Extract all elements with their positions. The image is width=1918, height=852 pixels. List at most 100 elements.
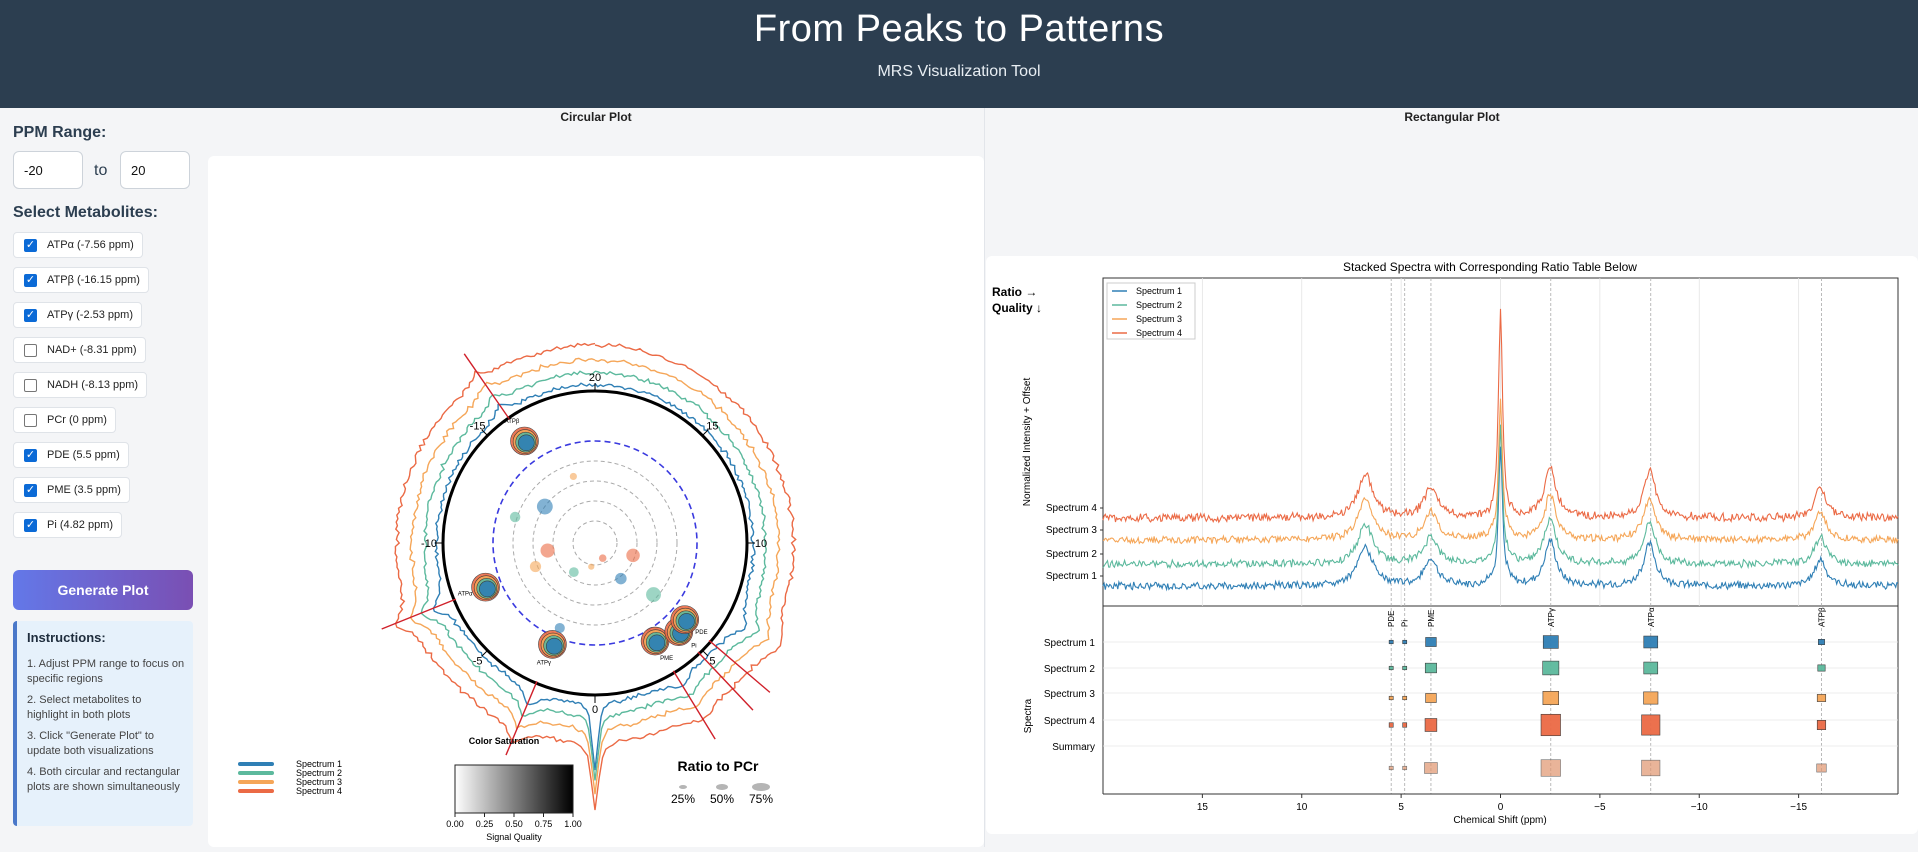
colorbar-tick-label: 0.25 [476, 819, 494, 829]
ratio-cell [1643, 691, 1659, 705]
ratio-cell [1388, 695, 1394, 701]
ratio-cell [1641, 714, 1661, 736]
checkbox[interactable] [24, 518, 37, 532]
spectrum-rings [394, 342, 797, 811]
size-legend-label: 75% [749, 792, 773, 806]
metabolite-label: Pi [691, 644, 696, 650]
x-tick-label: 0 [1498, 802, 1504, 813]
ratio-cell [1402, 665, 1408, 671]
ratio-cell [1817, 664, 1826, 672]
metabolite-label: Pi (4.82 ppm) [47, 519, 114, 531]
metabolite-line [381, 598, 457, 630]
reference-circle [492, 440, 698, 646]
row-label: Spectrum 2 [1044, 664, 1096, 675]
inner-ratio-dot [509, 511, 521, 523]
metabolite-ratio-bubble [648, 634, 666, 652]
tick-label: -15 [470, 421, 486, 433]
spectra-legend: Spectrum 1 Spectrum 2 Spectrum 3 Spectru… [1106, 282, 1196, 340]
legend-box [1106, 282, 1196, 340]
metabolite-option-atpb[interactable]: ATPβ (-16.15 ppm) [13, 267, 149, 293]
metabolite-option-pi[interactable]: Pi (4.82 ppm) [13, 512, 123, 538]
metabolite-option-pde[interactable]: PDE (5.5 ppm) [13, 442, 129, 468]
ratio-cell [1388, 639, 1394, 645]
select-metabolites-label: Select Metabolites: [13, 204, 158, 221]
colorbar-label: Signal Quality [486, 832, 542, 842]
metabolite-label: PCr (0 ppm) [47, 414, 107, 426]
checkbox[interactable] [24, 413, 37, 427]
ppm-max-input[interactable] [120, 151, 190, 189]
ratio-cell [1542, 691, 1559, 705]
spectra-lines [1102, 308, 1899, 592]
metabolite-option-atpa[interactable]: ATPα (-7.56 ppm) [13, 232, 143, 258]
metabolite-label: ATPγ [537, 661, 551, 667]
row-label: Summary [1052, 742, 1095, 753]
instructions-title: Instructions: [27, 630, 106, 645]
metabolite-line [463, 353, 511, 421]
ratio-table-cells [1388, 635, 1827, 777]
legend-label: Spectrum 4 [296, 786, 342, 796]
ratio-cell [1424, 662, 1437, 674]
app-title: From Peaks to Patterns [753, 8, 1165, 50]
checkbox[interactable] [24, 343, 37, 357]
ratio-cell [1643, 661, 1659, 675]
tick-label: -10 [421, 538, 437, 550]
y-tick-label: Spectrum 4 [1046, 503, 1098, 514]
size-legend-marker-75 [752, 783, 770, 791]
column-label: PME [1427, 610, 1436, 627]
legend-label: Spectrum 2 [296, 768, 342, 778]
rectangular-plot-title: Rectangular Plot [1404, 110, 1500, 124]
metabolite-option-atpg[interactable]: ATPγ (-2.53 ppm) [13, 302, 142, 328]
ratio-cell [1424, 718, 1438, 732]
metabolite-option-nadh[interactable]: NADH (-8.13 ppm) [13, 372, 148, 398]
metabolite-option-pcr[interactable]: PCr (0 ppm) [13, 407, 116, 433]
metabolite-ratio-bubble [545, 637, 563, 655]
size-legend-label: 50% [710, 792, 734, 806]
checkbox[interactable] [24, 273, 37, 287]
metabolite-label: ATPβ (-16.15 ppm) [47, 274, 140, 286]
tick-label: -5 [473, 655, 483, 667]
metabolite-option-pme[interactable]: PME (3.5 ppm) [13, 477, 130, 503]
metabolite-option-nadplus[interactable]: NAD+ (-8.31 ppm) [13, 337, 146, 363]
metabolite-line [672, 670, 716, 740]
ratio-table-row-labels: Spectrum 1 Spectrum 2 Spectrum 3 Spectrum 4… [1044, 638, 1096, 753]
checkbox[interactable] [24, 378, 37, 392]
checkbox[interactable] [24, 483, 37, 497]
spectrum-ring-1 [432, 382, 756, 771]
tick-label: 5 [709, 655, 715, 667]
ratio-cell [1816, 763, 1827, 773]
ratio-cell [1816, 720, 1827, 730]
spectra-yticks: Spectrum 1 Spectrum 2 Spectrum 3 Spectrum 4 [1046, 503, 1103, 582]
legend-label: Spectrum 3 [1136, 314, 1182, 324]
ratio-table-grid [1102, 606, 1899, 795]
row-label: Spectrum 3 [1044, 689, 1096, 700]
checkbox[interactable] [24, 308, 37, 322]
metabolite-label: PDE (5.5 ppm) [47, 449, 120, 461]
spectrum-line-3 [1102, 398, 1899, 545]
legend-label: Spectrum 4 [1136, 328, 1182, 338]
metabolite-ratio-bubble [517, 434, 535, 452]
ratio-cell [1542, 660, 1560, 676]
metabolite-label: ATPγ (-2.53 ppm) [47, 309, 133, 321]
quality-ring [572, 520, 618, 566]
ratio-cell [1402, 695, 1408, 701]
tick-mark [702, 429, 709, 436]
ratio-note: Ratio → [992, 285, 1037, 299]
circular-plot-title: Circular Plot [560, 110, 632, 124]
spectra-grid [1201, 278, 1800, 606]
ppm-min-input[interactable] [13, 151, 83, 189]
column-label: Pi [1401, 620, 1410, 627]
checkbox[interactable] [24, 448, 37, 462]
instructions-box: Instructions: 1. Adjust PPM range to foc… [13, 621, 193, 826]
checkbox[interactable] [24, 238, 37, 252]
app-header: From Peaks to Patterns MRS Visualization… [0, 0, 1918, 108]
circular-ticks: 0 5 10 15 20 -15 -10 -5 [421, 372, 767, 716]
panel-divider [984, 108, 985, 847]
chart-title: Stacked Spectra with Corresponding Ratio… [1343, 260, 1637, 274]
colorbar-tick-label: 0.00 [446, 819, 464, 829]
legend-label: Spectrum 1 [1136, 286, 1182, 296]
generate-plot-button[interactable]: Generate Plot [13, 570, 193, 610]
ratio-cell [1402, 639, 1408, 645]
x-tick-label: −5 [1594, 802, 1606, 813]
rectangular-plot-panel: Stacked Spectra with Corresponding Ratio… [986, 256, 1918, 834]
size-legend-title: Ratio to PCr [678, 758, 759, 774]
